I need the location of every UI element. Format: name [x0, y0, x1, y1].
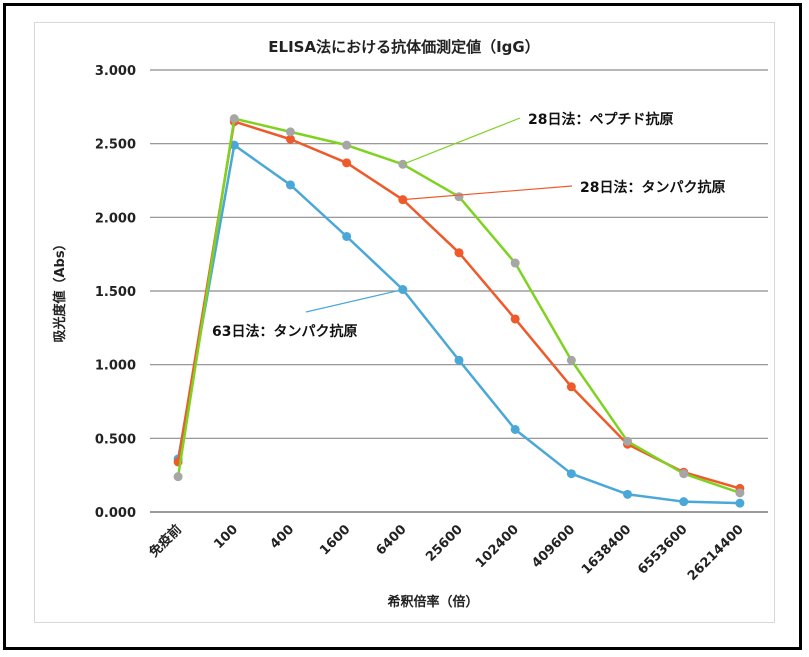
y-tick-label: 2.000: [95, 211, 136, 226]
x-tick-label: 400: [267, 522, 297, 552]
y-tick-label: 2.500: [95, 138, 136, 153]
data-point: [510, 314, 520, 324]
data-point: [342, 158, 352, 168]
y-tick-label: 1.500: [95, 285, 136, 300]
x-tick-label: 25600: [423, 522, 466, 565]
data-point: [679, 497, 689, 507]
x-axis-label: 希釈倍率（倍）: [387, 594, 478, 610]
gridlines: [150, 69, 768, 513]
chart-panel: [34, 22, 775, 623]
annotation-leader-line: [402, 117, 521, 165]
data-point: [173, 472, 183, 482]
series-lines: [173, 114, 745, 508]
data-point: [454, 248, 464, 258]
data-point: [510, 424, 520, 434]
data-point: [285, 180, 295, 190]
y-tick-label: 0.500: [95, 432, 136, 447]
y-tick-label: 1.000: [95, 359, 136, 374]
data-point: [735, 498, 745, 508]
data-point: [285, 134, 295, 144]
data-point: [623, 489, 633, 499]
data-point: [623, 436, 633, 446]
data-point: [229, 140, 239, 150]
data-point: [229, 114, 239, 124]
x-tick-label: 409600: [529, 522, 578, 571]
data-point: [679, 469, 689, 479]
x-tick-label: 26214400: [685, 522, 747, 584]
x-tick-label: 6400: [373, 522, 409, 558]
data-point: [285, 127, 295, 137]
annotation-leader-line: [305, 288, 403, 313]
y-tick-label: 3.000: [95, 64, 136, 79]
data-point: [566, 382, 576, 392]
x-tick-labels: 免疫前 100 400 1600 6400 25600 102400 409600 163840…: [146, 522, 747, 584]
y-tick-labels: 0.000 0.500 1.000 1.500 2.000 2.500 3.000: [95, 64, 136, 521]
data-point: [342, 231, 352, 241]
x-tick-label: 1638400: [579, 522, 634, 577]
data-point: [566, 469, 576, 479]
annotation-label: 63日法：タンパク抗原: [212, 323, 357, 340]
data-point: [454, 355, 464, 365]
annotations: 28日法：ペプチド抗原 28日法：タンパク抗原 63日法：タンパク抗原: [212, 111, 725, 340]
x-tick-label: 100: [211, 522, 241, 552]
x-tick-label: 免疫前: [146, 522, 185, 561]
data-point: [735, 488, 745, 498]
data-point: [510, 258, 520, 268]
annotation-label: 28日法：ペプチド抗原: [528, 111, 673, 128]
y-axis-label: 吸光度値（Abs）: [52, 237, 68, 342]
data-point: [342, 140, 352, 150]
chart-title: ELISA法における抗体価測定値（IgG）: [268, 38, 539, 56]
x-tick-label: 6553600: [635, 522, 690, 577]
annotation-label: 28日法：タンパク抗原: [580, 179, 725, 196]
x-tick-label: 1600: [317, 522, 353, 558]
y-tick-label: 0.000: [95, 506, 136, 521]
data-point: [566, 355, 576, 365]
series-2: [173, 114, 745, 498]
x-tick-label: 102400: [473, 522, 522, 571]
series-line: [176, 120, 741, 490]
series-1: [173, 117, 745, 493]
series-line: [176, 117, 741, 495]
annotation-leader-line: [402, 185, 573, 201]
data-point: [454, 192, 464, 202]
